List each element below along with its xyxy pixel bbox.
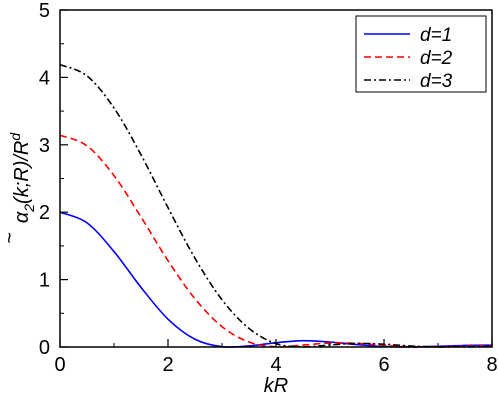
series-line-d2 (59, 134, 493, 348)
x-axis-label: kR (264, 375, 288, 397)
y-label-superscript: d (7, 132, 23, 141)
y-tick-label: 5 (39, 0, 50, 22)
y-tick-label: 4 (39, 67, 50, 89)
y-label-tilde: ~ (0, 232, 21, 244)
ticks-layer: 0 2 4 6 8 0 1 2 3 4 5 (39, 0, 498, 376)
legend-label: d=3 (420, 71, 453, 92)
y-label-subscript: 2 (21, 204, 37, 213)
y-label-alpha: α (11, 211, 33, 223)
legend-label: d=2 (420, 48, 453, 69)
series-layer (59, 63, 493, 348)
series-line-d3 (59, 63, 493, 348)
svg-text:α2(k;R)/Rd: α2(k;R)/Rd (7, 132, 37, 224)
legend-box (355, 15, 487, 93)
legend: d=1d=2d=3 (355, 15, 487, 93)
y-tick-label: 3 (39, 135, 50, 157)
x-tick-label: 4 (270, 354, 281, 376)
legend-label: d=1 (420, 25, 452, 46)
y-axis-label: α2(k;R)/Rd ~ (0, 132, 37, 244)
x-tick-label: 2 (162, 354, 173, 376)
x-tick-label: 6 (378, 354, 389, 376)
y-tick-label: 1 (39, 270, 50, 292)
y-label-args: (k;R)/R (11, 141, 33, 204)
series-line-d1 (59, 211, 493, 348)
x-tick-label: 0 (54, 354, 65, 376)
y-tick-label: 0 (39, 337, 50, 359)
x-tick-label: 8 (486, 354, 497, 376)
y-tick-label: 2 (39, 202, 50, 224)
